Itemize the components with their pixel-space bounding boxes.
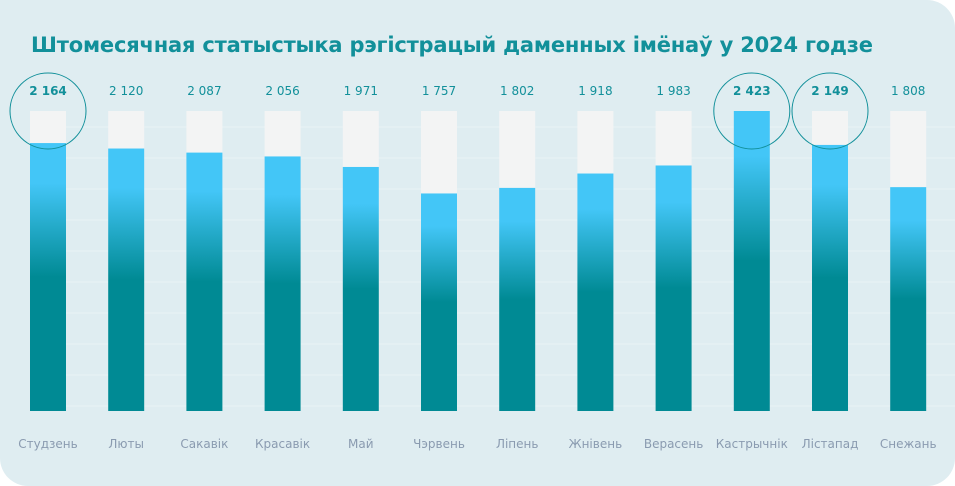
month-label: Люты bbox=[108, 437, 144, 451]
highlight-circle bbox=[713, 72, 791, 150]
highlight-circle bbox=[9, 72, 87, 150]
bar bbox=[264, 156, 301, 411]
bar bbox=[499, 187, 536, 411]
value-label: 1 757 bbox=[422, 84, 456, 98]
value-label: 2 056 bbox=[265, 84, 299, 98]
month-label: Кастрычнік bbox=[716, 437, 788, 451]
bar bbox=[733, 111, 770, 411]
month-label: Сакавік bbox=[180, 437, 228, 451]
bar bbox=[342, 166, 379, 411]
month-label: Чэрвень bbox=[413, 437, 465, 451]
highlight-circle bbox=[791, 72, 869, 150]
month-label: Студзень bbox=[18, 437, 77, 451]
bar bbox=[421, 193, 457, 411]
bar bbox=[655, 165, 692, 411]
value-label: 1 971 bbox=[344, 84, 378, 98]
value-label: 2 423 bbox=[733, 84, 771, 98]
month-label: Верасень bbox=[644, 437, 703, 451]
month-label: Снежань bbox=[880, 437, 937, 451]
bar bbox=[577, 173, 614, 411]
month-label: Лістапад bbox=[802, 437, 859, 451]
value-label: 2 120 bbox=[109, 84, 143, 98]
month-label: Красавік bbox=[255, 437, 310, 451]
month-label: Жнівень bbox=[569, 437, 622, 451]
month-label: Ліпень bbox=[496, 437, 539, 451]
chart-title: Штомесячная статыстыка рэгістрацый дамен… bbox=[31, 33, 873, 57]
value-label: 1 802 bbox=[500, 84, 534, 98]
bar bbox=[30, 143, 66, 411]
value-label: 1 983 bbox=[656, 84, 690, 98]
bar bbox=[108, 148, 145, 411]
value-label: 2 087 bbox=[187, 84, 221, 98]
value-label: 1 808 bbox=[891, 84, 925, 98]
bar bbox=[812, 144, 848, 412]
value-label: 2 164 bbox=[29, 84, 67, 98]
month-label: Май bbox=[348, 437, 374, 451]
value-label: 2 149 bbox=[811, 84, 849, 98]
value-label: 1 918 bbox=[578, 84, 612, 98]
bar bbox=[186, 152, 223, 411]
bar bbox=[890, 187, 927, 411]
